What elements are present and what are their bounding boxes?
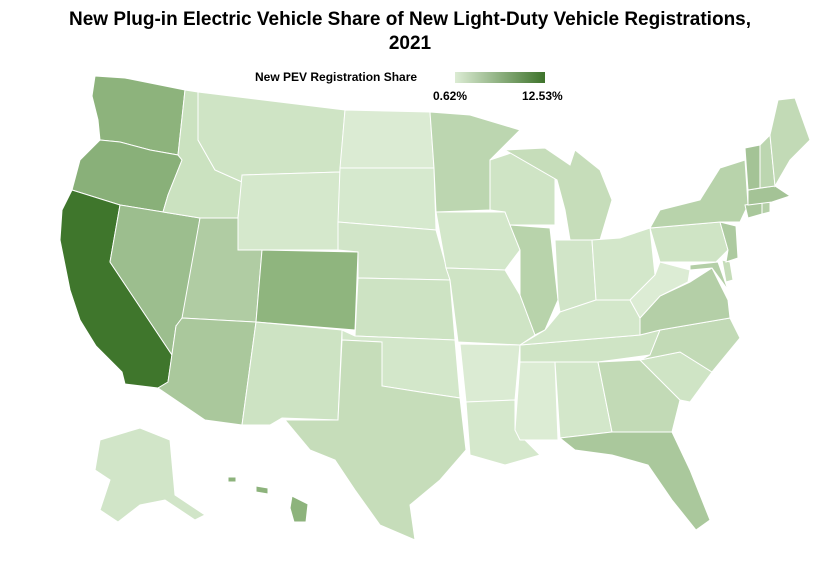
state-georgia (597, 359, 681, 433)
state-mississippi (514, 361, 559, 441)
state-alaska (94, 427, 206, 523)
state-hawaii (227, 476, 309, 523)
state-kansas (354, 277, 456, 341)
state-pennsylvania (649, 221, 729, 263)
legend-color-bar (455, 72, 545, 83)
state-south-dakota (337, 167, 437, 231)
state-texas (283, 339, 467, 541)
state-north-dakota (339, 109, 435, 169)
state-maryland (689, 261, 729, 291)
state-michigan (503, 147, 613, 241)
state-iowa (435, 211, 521, 271)
state-new-york (649, 159, 749, 229)
state-rhode-island (761, 201, 771, 215)
map-title: New Plug-in Electric Vehicle Share of Ne… (0, 8, 820, 56)
state-indiana (554, 239, 597, 313)
state-montana (197, 91, 346, 183)
state-vermont (744, 144, 761, 191)
legend-max-label: 12.53% (522, 89, 563, 103)
state-arkansas (459, 343, 521, 403)
state-maine (769, 97, 811, 188)
legend-label: New PEV Registration Share (255, 70, 418, 84)
state-new-jersey (719, 221, 739, 263)
state-west-virginia (629, 261, 691, 319)
map-title-line-2: 2021 (388, 33, 432, 54)
state-new-mexico (241, 321, 343, 426)
state-florida (558, 431, 711, 531)
state-colorado (255, 249, 359, 331)
legend-min-label: 0.62% (433, 89, 468, 103)
map-title-line-1: New Plug-in Electric Vehicle Share of Ne… (68, 9, 752, 30)
state-louisiana (465, 399, 541, 466)
state-wyoming (237, 171, 341, 251)
